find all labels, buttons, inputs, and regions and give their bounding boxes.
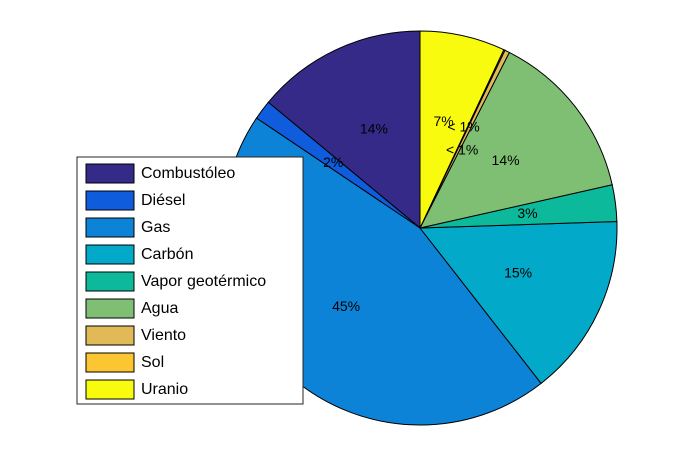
legend-swatch-7 bbox=[85, 352, 135, 373]
legend-label-8: Uranio bbox=[141, 381, 188, 398]
slice-label-7: < 1% bbox=[446, 142, 478, 158]
legend-swatch-0 bbox=[85, 163, 135, 184]
legend-label-3: Carbón bbox=[141, 246, 193, 263]
slice-labels: 14%2%45%15%3%14%< 1%< 1%7% bbox=[323, 113, 537, 314]
slice-label-2: 45% bbox=[332, 298, 360, 314]
pie-slice-0 bbox=[267, 30, 421, 230]
legend-swatch-4 bbox=[85, 271, 135, 292]
legend-swatch-6 bbox=[85, 325, 135, 346]
legend-label-4: Vapor geotérmico bbox=[141, 273, 266, 290]
legend-label-0: Combustóleo bbox=[141, 165, 235, 182]
legend-swatch-5 bbox=[85, 298, 135, 319]
legend: Combustóleo Diésel Gas Carbón Vapor geotérmi… bbox=[76, 156, 304, 405]
legend-swatch-8 bbox=[85, 379, 135, 400]
legend-label-7: Sol bbox=[141, 354, 164, 371]
pie-slice-3 bbox=[419, 220, 618, 385]
legend-label-1: Diésel bbox=[141, 192, 185, 209]
slice-label-6: < 1% bbox=[447, 118, 479, 134]
legend-label-2: Gas bbox=[141, 219, 170, 236]
legend-swatch-3 bbox=[85, 244, 135, 265]
pie-slice-5 bbox=[419, 51, 613, 229]
legend-label-5: Agua bbox=[141, 300, 178, 317]
slice-label-5: 14% bbox=[492, 152, 520, 168]
legend-swatch-2 bbox=[85, 217, 135, 238]
pie-slice-8 bbox=[419, 30, 505, 229]
legend-swatch-1 bbox=[85, 190, 135, 211]
slice-label-1: 2% bbox=[323, 154, 343, 170]
slice-label-4: 3% bbox=[517, 205, 537, 221]
slice-label-3: 15% bbox=[504, 265, 532, 281]
slice-label-0: 14% bbox=[360, 121, 388, 137]
legend-label-6: Viento bbox=[141, 327, 186, 344]
slice-label-8: 7% bbox=[433, 113, 453, 129]
